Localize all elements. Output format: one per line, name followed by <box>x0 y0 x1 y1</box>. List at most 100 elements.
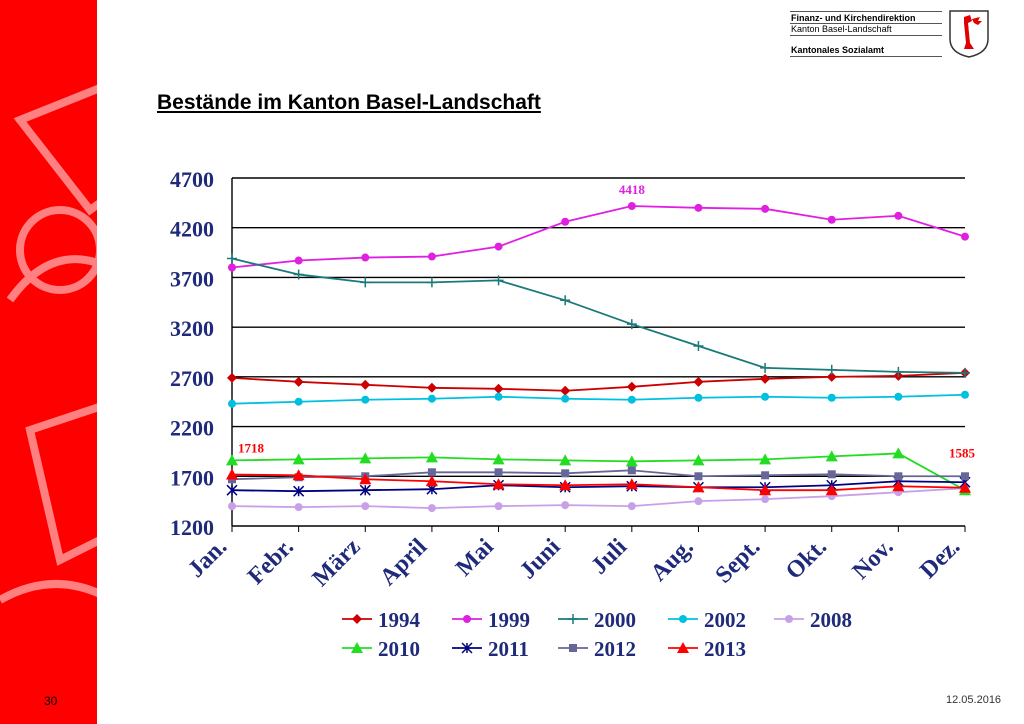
data-point <box>692 454 705 466</box>
x-tick-label: Mai <box>451 534 499 582</box>
data-label: 4418 <box>619 182 646 197</box>
x-tick-label: Nov. <box>848 534 899 585</box>
data-point <box>226 484 238 496</box>
data-point <box>359 452 372 464</box>
legend-swatch-marker <box>785 615 793 623</box>
data-point <box>694 203 703 212</box>
series-line <box>231 205 966 269</box>
legend-item-2011: 2011 <box>452 637 529 661</box>
data-point <box>494 242 503 251</box>
y-tick-label: 2700 <box>170 366 214 391</box>
header-rule-top <box>790 11 942 12</box>
legend-swatch-marker <box>351 642 363 653</box>
legend-label: 2010 <box>378 637 420 661</box>
data-point <box>961 472 969 481</box>
data-point <box>892 447 905 459</box>
series-2000 <box>227 253 970 378</box>
header-office: Kantonales Sozialamt <box>791 45 885 55</box>
legend-item-2012: 2012 <box>558 637 636 661</box>
data-point <box>228 263 236 272</box>
legend-swatch-marker <box>569 644 577 652</box>
data-point <box>759 453 772 465</box>
data-point <box>293 376 304 387</box>
data-point <box>294 503 303 512</box>
legend-label: 2000 <box>594 608 636 632</box>
data-point <box>361 395 370 404</box>
y-tick-label: 1200 <box>170 515 214 540</box>
data-point <box>761 495 770 504</box>
series-line <box>231 487 966 510</box>
data-point <box>561 469 570 478</box>
y-tick-label: 3700 <box>170 266 214 291</box>
data-point <box>825 450 838 462</box>
legend-label: 1999 <box>488 608 530 632</box>
data-point <box>361 502 370 511</box>
series-2012 <box>228 466 969 484</box>
data-point <box>561 394 570 403</box>
legend-label: 2013 <box>704 637 746 661</box>
legend-swatch-marker <box>463 615 471 623</box>
x-tick-label: Jan. <box>183 534 232 583</box>
x-tick-label: Febr. <box>243 534 299 590</box>
data-point <box>894 392 903 401</box>
data-point <box>826 371 837 382</box>
x-tick-label: April <box>375 534 432 591</box>
data-label: 1585 <box>949 446 976 461</box>
data-point <box>228 399 236 408</box>
legend-item-2013: 2013 <box>668 637 746 661</box>
data-point <box>493 275 504 286</box>
data-point <box>694 393 703 402</box>
legend-item-2008: 2008 <box>774 608 852 632</box>
data-point <box>427 394 436 403</box>
data-point <box>292 453 305 465</box>
y-tick-label: 4700 <box>170 167 214 192</box>
data-point <box>228 502 236 511</box>
data-point <box>960 367 970 378</box>
x-tick-label: Okt. <box>781 534 832 585</box>
legend-item-1994: 1994 <box>342 608 421 632</box>
data-point <box>627 395 636 404</box>
data-point <box>427 252 436 261</box>
data-point <box>425 475 438 487</box>
canton-crest-icon <box>949 10 989 58</box>
data-point <box>560 385 571 396</box>
x-tick-label: Juni <box>515 534 566 585</box>
data-point <box>694 497 703 506</box>
data-point <box>559 479 572 491</box>
data-point <box>494 468 503 477</box>
data-point <box>827 215 836 224</box>
data-point <box>426 382 437 393</box>
y-tick-label: 2200 <box>170 416 214 441</box>
data-point <box>561 217 570 226</box>
series-2013 <box>226 468 971 496</box>
x-tick-label: Aug. <box>646 534 699 587</box>
data-point <box>559 454 572 466</box>
series-line <box>231 393 966 405</box>
data-point <box>961 390 969 399</box>
data-point <box>625 478 638 490</box>
data-point <box>626 319 637 330</box>
slide-date: 12.05.2016 <box>946 694 1002 706</box>
data-point <box>560 295 571 306</box>
data-point <box>492 453 505 465</box>
data-point <box>825 484 838 496</box>
data-point <box>427 468 436 477</box>
legend-item-1999: 1999 <box>452 608 530 632</box>
data-point <box>359 484 371 496</box>
series-line <box>231 257 966 374</box>
series-1999 <box>228 202 969 272</box>
legend-swatch-marker <box>677 642 689 653</box>
data-point <box>693 341 704 352</box>
legend-swatch-marker <box>679 615 687 623</box>
data-point <box>292 469 305 481</box>
data-point <box>959 481 971 493</box>
data-point <box>359 473 372 485</box>
data-point <box>627 466 636 475</box>
series-line <box>231 469 965 481</box>
data-point <box>293 269 304 280</box>
data-point <box>294 397 303 406</box>
data-point <box>827 393 836 402</box>
data-point <box>227 253 237 264</box>
series-2002 <box>228 390 969 408</box>
